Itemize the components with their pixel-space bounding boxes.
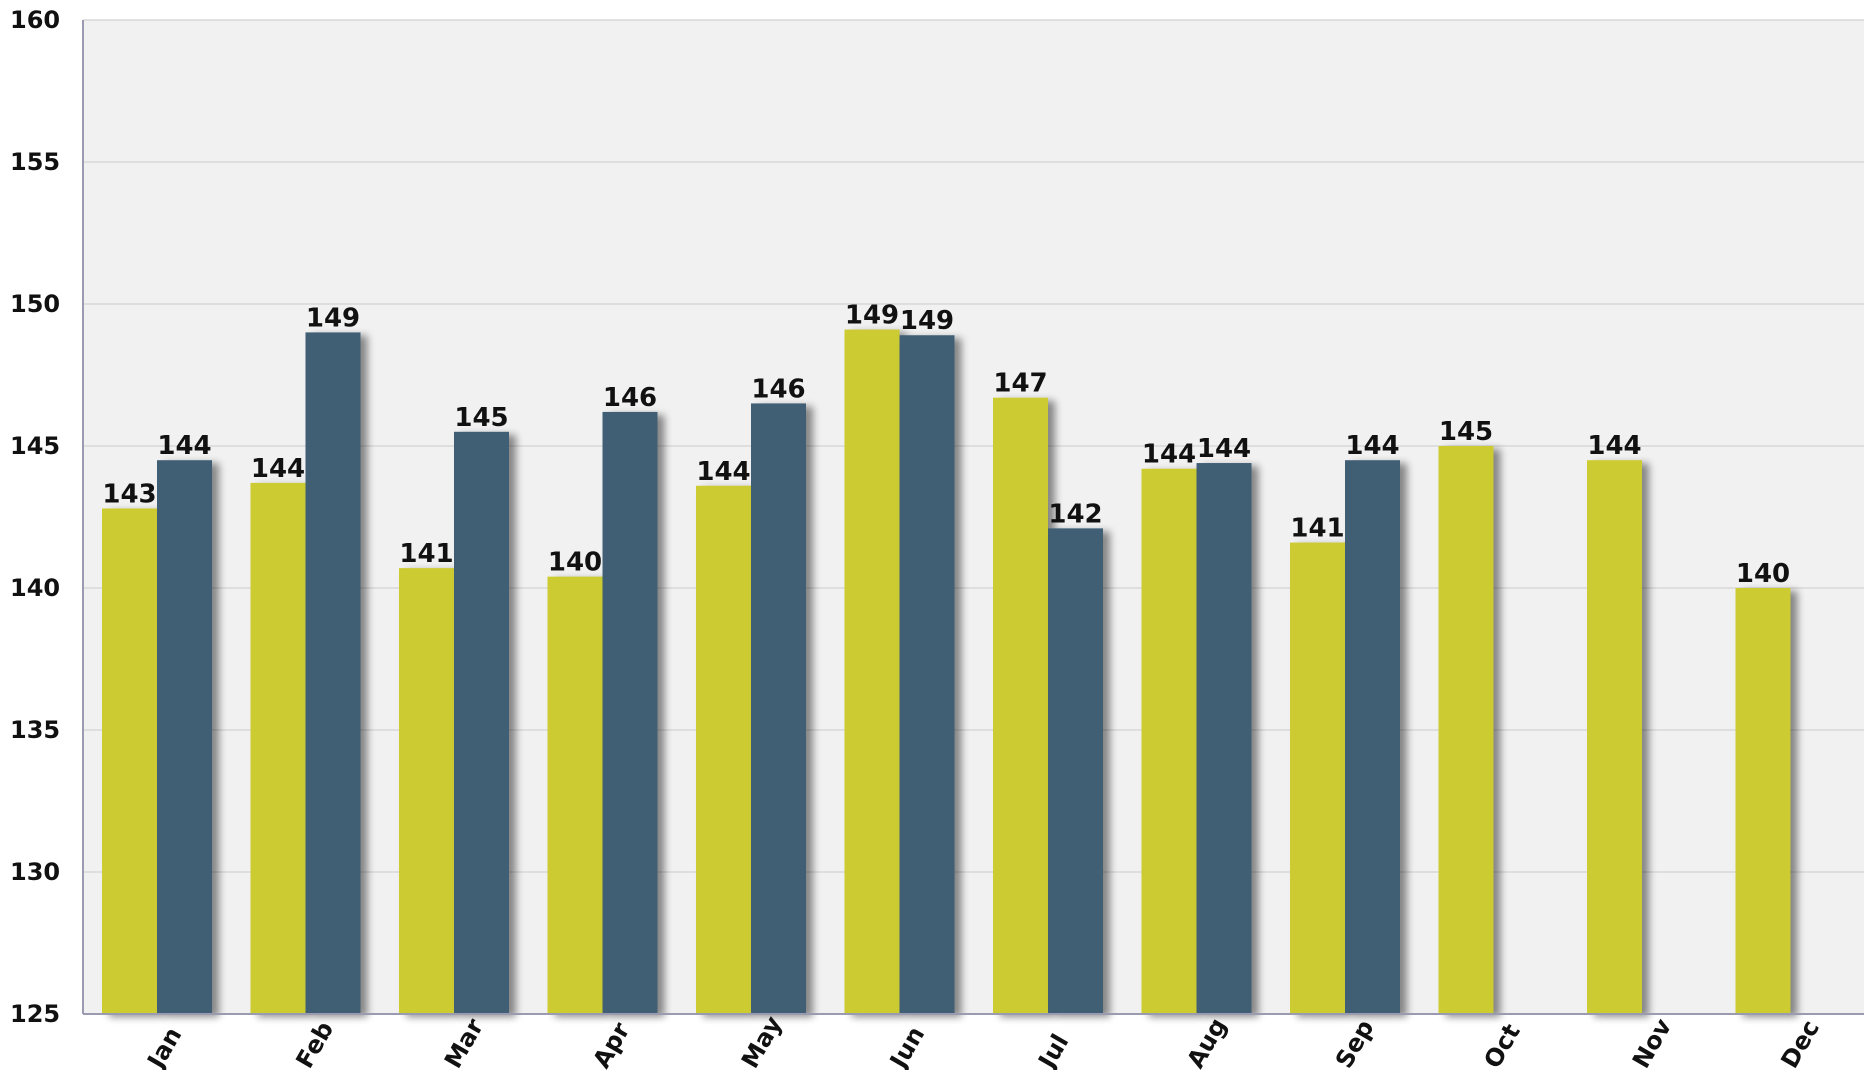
x-tick-label: Jul xyxy=(1032,1029,1074,1070)
data-label: 144 xyxy=(251,454,305,484)
y-tick-label: 155 xyxy=(10,148,60,176)
plot-background xyxy=(83,20,1864,1014)
x-tick-label: Mar xyxy=(439,1014,489,1070)
y-tick-label: 135 xyxy=(10,716,60,744)
data-label: 144 xyxy=(1142,440,1196,470)
bar xyxy=(1290,542,1345,1014)
x-tick-label: May xyxy=(736,1011,788,1070)
bar xyxy=(399,568,454,1014)
data-label: 144 xyxy=(696,457,750,487)
bar xyxy=(250,482,306,1014)
data-label: 140 xyxy=(548,548,602,578)
data-label: 144 xyxy=(1197,434,1251,464)
bar xyxy=(102,508,157,1014)
data-label: 144 xyxy=(1345,431,1399,461)
data-label: 145 xyxy=(1439,417,1493,447)
y-tick-label: 130 xyxy=(10,858,60,886)
data-label: 146 xyxy=(603,383,657,413)
y-tick-label: 160 xyxy=(10,6,60,34)
bar xyxy=(1438,446,1494,1014)
x-tick-label: Nov xyxy=(1627,1013,1678,1070)
bar xyxy=(1196,463,1252,1014)
bar xyxy=(602,411,658,1014)
data-label: 145 xyxy=(454,403,508,433)
axes xyxy=(82,20,1864,1015)
x-tick-label: Jun xyxy=(883,1022,930,1070)
bar xyxy=(1141,468,1197,1015)
data-label: 149 xyxy=(306,303,360,333)
x-tick-label: Feb xyxy=(290,1017,339,1070)
data-label: 144 xyxy=(157,431,211,461)
bar xyxy=(1735,588,1791,1014)
x-tick-label: Oct xyxy=(1478,1019,1525,1070)
bar xyxy=(305,332,361,1014)
x-tick-label: Apr xyxy=(587,1018,635,1070)
x-tick-label: Dec xyxy=(1775,1015,1824,1070)
bar xyxy=(1048,528,1103,1014)
bar xyxy=(454,431,509,1014)
data-label: 146 xyxy=(751,374,805,404)
bar xyxy=(899,335,955,1014)
bar xyxy=(751,403,806,1014)
bars xyxy=(102,329,1791,1015)
x-tick-label: Sep xyxy=(1330,1015,1380,1070)
bar xyxy=(1345,460,1400,1014)
x-tick-label: Aug xyxy=(1181,1013,1232,1070)
bar xyxy=(547,576,603,1014)
y-tick-label: 125 xyxy=(10,1000,60,1028)
data-label: 142 xyxy=(1048,499,1102,529)
y-tick-label: 150 xyxy=(10,290,60,318)
data-label: 141 xyxy=(1290,514,1344,544)
x-tick-label: Jan xyxy=(141,1022,187,1070)
y-tick-label: 145 xyxy=(10,432,60,460)
data-label: 140 xyxy=(1736,559,1790,589)
bar xyxy=(696,485,751,1014)
data-label: 149 xyxy=(845,301,899,331)
data-label: 144 xyxy=(1587,431,1641,461)
data-label: 143 xyxy=(102,479,156,509)
gridlines xyxy=(83,19,1864,873)
data-label: 147 xyxy=(993,369,1047,399)
data-label: 141 xyxy=(399,539,453,569)
bar xyxy=(993,397,1048,1015)
data-label: 149 xyxy=(900,306,954,336)
y-tick-label: 140 xyxy=(10,574,60,602)
bar xyxy=(844,329,900,1014)
bar xyxy=(157,460,212,1014)
bar xyxy=(1587,460,1642,1014)
